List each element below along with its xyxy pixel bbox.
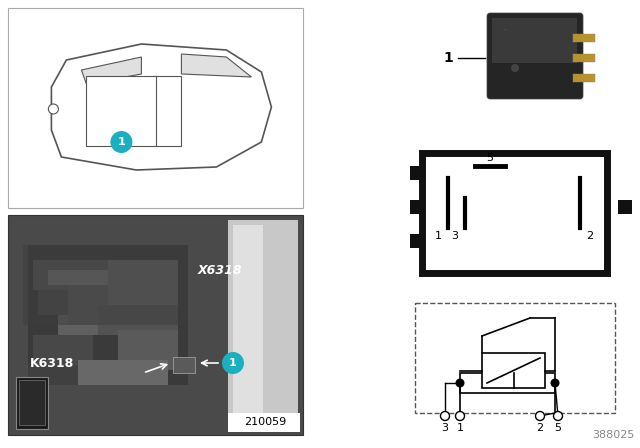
Bar <box>48 270 158 285</box>
Bar <box>118 330 178 370</box>
Bar <box>410 200 424 214</box>
Bar <box>482 353 545 388</box>
Circle shape <box>456 412 465 421</box>
Text: 3: 3 <box>442 423 449 433</box>
Bar <box>68 285 128 325</box>
Bar <box>618 200 632 214</box>
Bar <box>410 166 424 180</box>
Bar <box>8 215 303 435</box>
Bar <box>78 360 168 385</box>
Text: 1: 1 <box>435 231 442 241</box>
Bar <box>28 365 78 385</box>
Text: 1: 1 <box>444 51 453 65</box>
Circle shape <box>456 379 465 388</box>
Text: 2: 2 <box>586 231 593 241</box>
Bar <box>19 380 45 425</box>
Text: 1: 1 <box>118 137 125 147</box>
Bar <box>23 245 188 325</box>
Text: 2: 2 <box>536 423 543 433</box>
Bar <box>492 18 577 63</box>
Bar <box>8 8 303 208</box>
Circle shape <box>511 64 519 72</box>
Bar <box>16 377 48 429</box>
Circle shape <box>222 352 244 374</box>
Circle shape <box>554 412 563 421</box>
Bar <box>108 260 178 310</box>
Bar <box>422 153 607 273</box>
Bar <box>228 220 298 430</box>
Bar <box>233 225 263 425</box>
Circle shape <box>550 379 559 388</box>
Polygon shape <box>51 44 271 170</box>
Text: X6318: X6318 <box>198 263 243 276</box>
Text: 5: 5 <box>554 423 561 433</box>
Text: 210059: 210059 <box>244 417 286 427</box>
Text: K6318: K6318 <box>30 357 74 370</box>
Bar <box>98 305 178 335</box>
FancyBboxPatch shape <box>487 13 583 99</box>
Bar <box>28 245 188 385</box>
Bar <box>33 335 93 365</box>
Polygon shape <box>181 54 252 77</box>
Bar <box>86 76 181 146</box>
Circle shape <box>49 104 58 114</box>
Bar <box>460 373 555 393</box>
Text: 1: 1 <box>456 423 463 433</box>
Bar <box>228 413 300 432</box>
Bar <box>415 303 615 413</box>
Bar <box>58 315 128 335</box>
Text: 3: 3 <box>451 231 458 241</box>
Bar <box>573 74 595 82</box>
Circle shape <box>536 412 545 421</box>
Text: 5: 5 <box>486 153 493 163</box>
Bar <box>33 260 123 290</box>
Text: 1: 1 <box>229 358 237 368</box>
Bar <box>573 54 595 62</box>
Text: ...: ... <box>502 26 508 30</box>
Bar <box>38 290 118 315</box>
Circle shape <box>110 131 132 153</box>
Bar <box>410 234 424 248</box>
Bar <box>573 34 595 42</box>
Circle shape <box>440 412 449 421</box>
Polygon shape <box>81 57 141 84</box>
Text: 388025: 388025 <box>593 430 635 440</box>
Bar <box>173 357 195 373</box>
